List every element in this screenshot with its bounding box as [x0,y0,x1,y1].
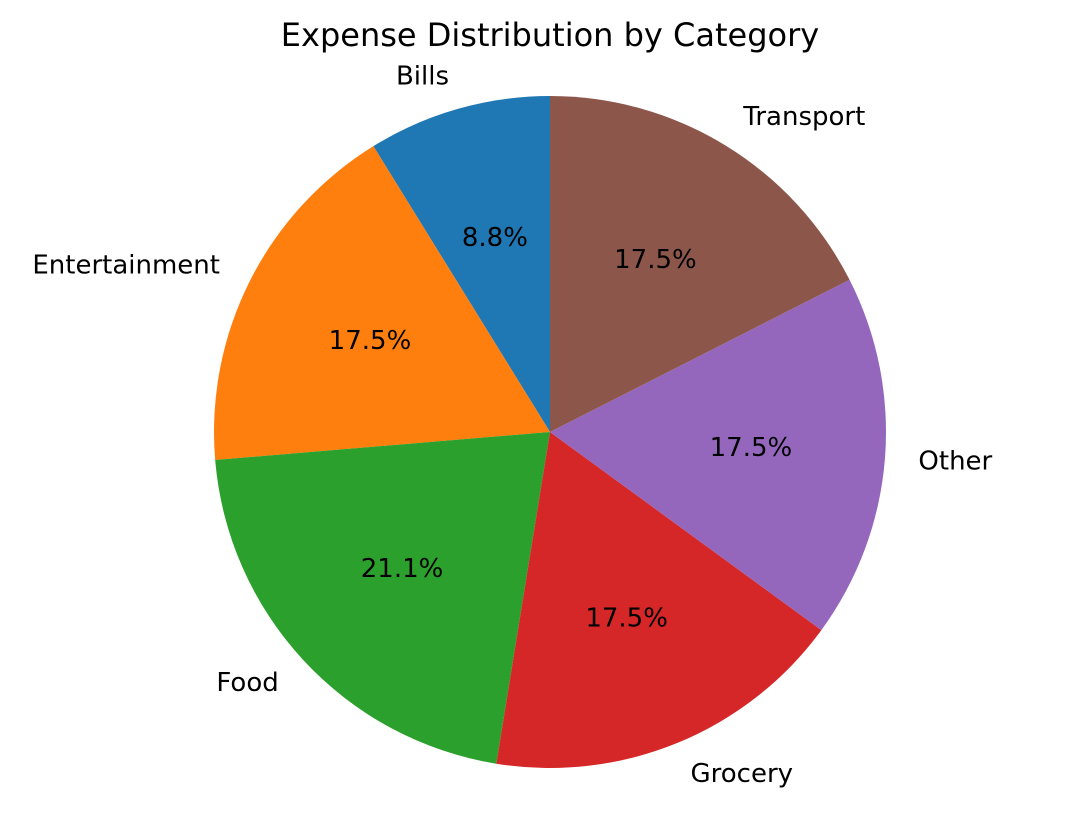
pie-slice-entertainment [214,146,551,460]
pie-slice-transport [550,96,850,432]
pie-slice-grocery [496,432,822,769]
percent-label-food: 21.1% [361,554,444,584]
slice-label-bills: Bills [396,61,449,91]
pie-slice-bills [373,96,550,432]
pie-slice-food [215,432,551,764]
slice-label-transport: Transport [742,102,865,132]
slice-label-other: Other [918,447,992,477]
percent-label-transport: 17.5% [614,245,697,275]
slice-label-entertainment: Entertainment [32,251,220,281]
pie-slices [214,96,886,769]
chart-title: Expense Distribution by Category [281,16,819,54]
slice-label-food: Food [216,668,278,698]
percent-label-other: 17.5% [710,433,793,463]
slice-label-grocery: Grocery [691,759,794,789]
percent-label-entertainment: 17.5% [329,326,412,356]
percent-labels: 8.8% 17.5% 21.1% 17.5% 17.5% 17.5% [329,223,793,633]
pie-slice-other [550,279,886,631]
slice-labels: Bills Entertainment Food Grocery Other Transp… [32,61,992,788]
percent-label-grocery: 17.5% [585,603,668,633]
percent-label-bills: 8.8% [462,223,528,253]
